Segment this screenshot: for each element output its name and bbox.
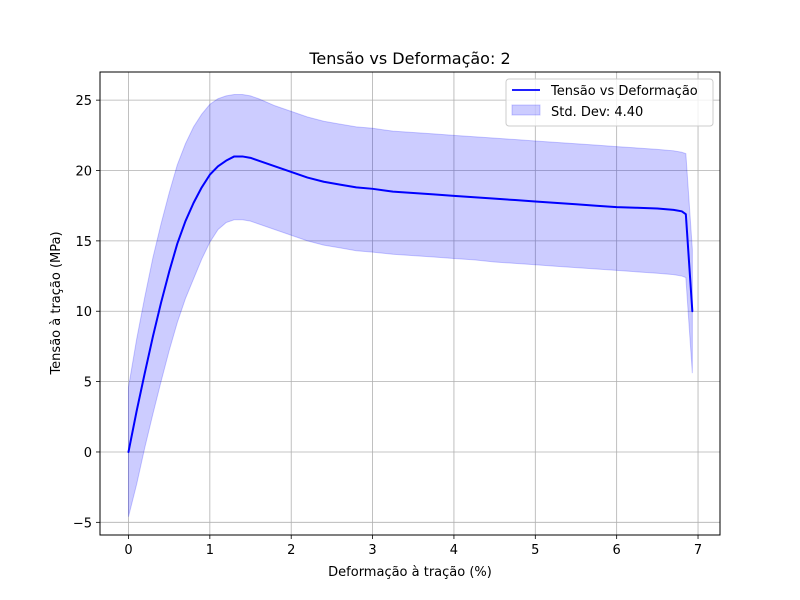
- y-tick-label: 25: [75, 94, 92, 109]
- legend-box: [505, 78, 714, 127]
- y-tick-label: 5: [84, 376, 92, 391]
- legend-band-swatch: [511, 104, 541, 116]
- x-axis-label: Deformação à tração (%): [328, 565, 492, 580]
- chart-title: Tensão vs Deformação: 2: [308, 49, 510, 68]
- legend: Tensão vs Deformação Std. Dev: 4.40: [505, 78, 714, 127]
- y-tick-label: −5: [73, 516, 92, 531]
- series-line-layer: [127, 155, 694, 453]
- x-tick-label: 5: [531, 543, 539, 558]
- y-axis-label: Tensão à tração (MPa): [49, 231, 64, 375]
- x-tick-label: 7: [694, 543, 702, 558]
- std-dev-band: [127, 94, 693, 517]
- x-tick-label: 2: [287, 543, 295, 558]
- y-tick-label: 0: [84, 446, 92, 461]
- x-tick-label: 4: [450, 543, 458, 558]
- x-tick-label: 0: [124, 543, 132, 558]
- legend-label-line: Tensão vs Deformação: [550, 84, 698, 99]
- y-tick-label: 10: [75, 305, 92, 320]
- x-ticks: 0 1 2 3 4 5 6 7: [124, 535, 702, 558]
- std-dev-band-layer: [127, 94, 693, 517]
- grid: [100, 72, 720, 535]
- y-tick-label: 20: [75, 165, 92, 180]
- x-tick-label: 6: [613, 543, 621, 558]
- legend-label-band: Std. Dev: 4.40: [551, 105, 643, 120]
- series-line: [127, 155, 694, 453]
- y-ticks: −5 0 5 10 15 20 25: [73, 94, 100, 531]
- axes-frame: [99, 71, 721, 536]
- y-tick-label: 15: [75, 235, 92, 250]
- x-tick-label: 1: [206, 543, 214, 558]
- x-tick-label: 3: [368, 543, 376, 558]
